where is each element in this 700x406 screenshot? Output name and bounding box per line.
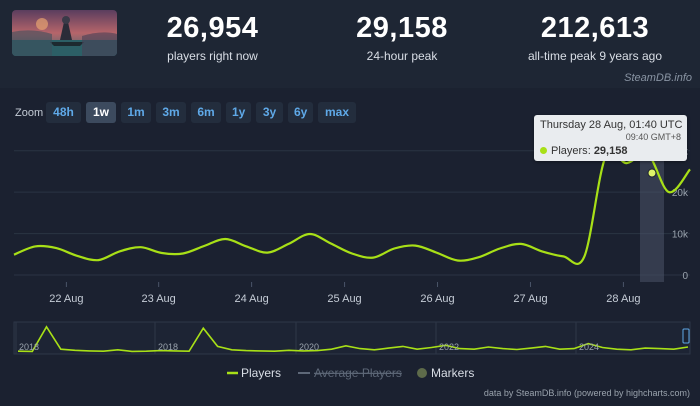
zoom-button-3y[interactable]: 3y <box>256 102 283 123</box>
legend: Players Average Players Markers <box>227 366 474 380</box>
navigator-tick-label: 2024 <box>579 342 599 352</box>
zoom-button-3m[interactable]: 3m <box>156 102 186 123</box>
players-now-label: players right now <box>167 49 258 63</box>
all-time-peak-value: 212,613 <box>540 12 650 44</box>
peak-24h-value: 29,158 <box>356 12 448 44</box>
peak-24h-label: 24-hour peak <box>366 49 438 63</box>
navigator-series-line <box>17 325 689 353</box>
zoom-button-1m[interactable]: 1m <box>121 102 151 123</box>
zoom-button-6y[interactable]: 6y <box>288 102 313 123</box>
legend-markers-swatch <box>417 368 427 378</box>
zoom-label: Zoom <box>15 107 44 119</box>
tooltip-value-row: Players: 29,158 <box>540 145 627 157</box>
stat-players-now: 26,954 players right now <box>155 12 270 63</box>
x-tick-label: 25 Aug <box>327 293 361 305</box>
game-thumbnail[interactable] <box>12 10 117 56</box>
stat-all-time-peak: 212,613 all-time peak 9 years ago <box>520 12 670 63</box>
zoom-button-1y[interactable]: 1y <box>226 102 251 123</box>
stat-24h-peak: 29,158 24-hour peak <box>342 12 462 63</box>
chart-tooltip: Thursday 28 Aug, 01:40 UTC 09:40 GMT+8 P… <box>534 115 687 161</box>
players-series-line <box>13 150 691 265</box>
navigator-handle[interactable] <box>682 328 690 344</box>
x-tick-label: 22 Aug <box>49 293 83 305</box>
chart-grid <box>14 150 690 276</box>
zoom-button-1w[interactable]: 1w <box>86 102 116 123</box>
players-now-value: 26,954 <box>166 12 259 44</box>
game-thumbnail-image <box>12 10 117 56</box>
tooltip-series-name: Players <box>551 145 588 157</box>
steamdb-brand[interactable]: SteamDB.info <box>624 72 692 84</box>
x-tick-label: 28 Aug <box>606 293 640 305</box>
navigator-tick-label: 2018 <box>19 342 39 352</box>
zoom-button-max[interactable]: max <box>318 102 356 123</box>
x-axis-ticks: 22 Aug 23 Aug 24 Aug 25 Aug 26 Aug 27 Aug 28 A… <box>49 282 641 305</box>
tooltip-series-dot <box>540 147 547 154</box>
zoom-button-6m[interactable]: 6m <box>191 102 221 123</box>
y-tick-label: 20k <box>672 188 689 199</box>
legend-players[interactable]: Players <box>241 366 281 380</box>
players-series-points <box>13 154 690 261</box>
y-tick-label: 0 <box>682 271 688 282</box>
tooltip-time: Thursday 28 Aug, 01:40 UTC <box>540 119 683 131</box>
header-bar: 26,954 players right now 29,158 24-hour … <box>0 0 700 88</box>
legend-markers[interactable]: Markers <box>431 366 474 380</box>
navigator-tick-label: 2020 <box>299 342 319 352</box>
tooltip-local-time: 09:40 GMT+8 <box>625 132 681 142</box>
x-tick-label: 27 Aug <box>513 293 547 305</box>
x-tick-label: 26 Aug <box>420 293 454 305</box>
navigator-tick-label: 2018 <box>158 342 178 352</box>
all-time-peak-label: all-time peak 9 years ago <box>527 49 663 63</box>
legend-average-players[interactable]: Average Players <box>314 366 402 380</box>
chart-credit[interactable]: data by SteamDB.info (powered by highcha… <box>483 388 690 398</box>
y-tick-label: 10k <box>672 230 689 241</box>
x-tick-label: 23 Aug <box>142 293 176 305</box>
navigator-area[interactable] <box>13 321 691 355</box>
tooltip-value: 29,158 <box>593 145 628 157</box>
zoom-button-48h[interactable]: 48h <box>46 102 81 123</box>
x-tick-label: 24 Aug <box>234 293 268 305</box>
crosshair-band <box>640 142 664 282</box>
y-axis-ticks: 010k20k30k <box>672 147 689 282</box>
navigator-tick-label: 2022 <box>439 342 459 352</box>
navigator-ticks: 2018 2018 2020 2022 2024 <box>19 342 599 352</box>
hover-point <box>647 168 657 178</box>
